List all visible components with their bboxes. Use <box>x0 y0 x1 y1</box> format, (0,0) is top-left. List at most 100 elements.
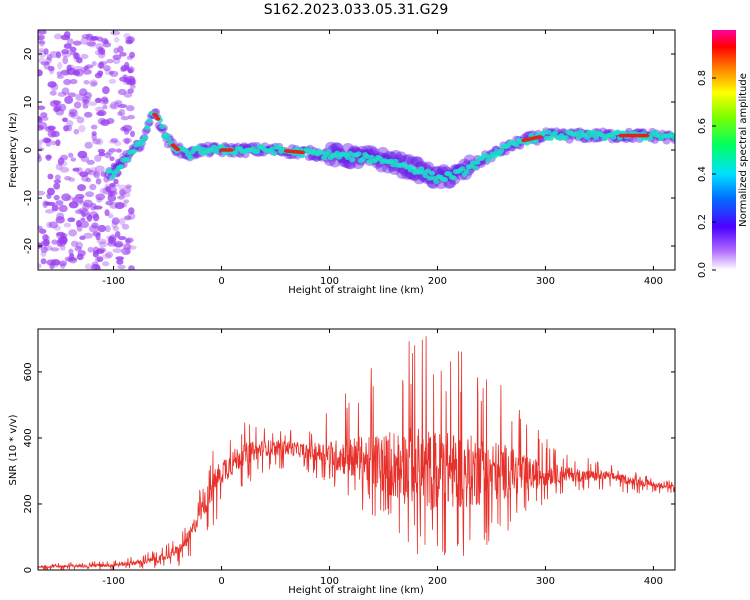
noise-blob <box>47 201 56 206</box>
noise-blob <box>83 80 90 85</box>
snr-x-tick-label: 200 <box>428 576 447 587</box>
noise-blob <box>116 259 124 265</box>
noise-blob <box>124 249 131 255</box>
ridge-core <box>131 148 138 154</box>
noise-blob <box>83 199 93 208</box>
noise-blob <box>60 166 70 173</box>
spectrogram-x-tick-label: 0 <box>218 276 224 287</box>
noise-blob <box>97 62 105 69</box>
noise-blob <box>47 173 54 180</box>
noise-blob <box>95 43 104 50</box>
noise-blob <box>74 68 84 77</box>
noise-blob <box>92 138 102 145</box>
ridge-halo <box>389 150 402 161</box>
noise-blob <box>83 232 93 239</box>
noise-blob <box>105 251 114 258</box>
ridge-core <box>144 124 151 130</box>
noise-blob <box>88 224 99 233</box>
ridge-halo <box>312 154 321 162</box>
noise-blob <box>65 195 74 201</box>
noise-blob <box>94 256 101 263</box>
noise-blob <box>43 48 49 55</box>
noise-blob <box>100 119 110 126</box>
noise-blob <box>40 246 48 254</box>
noise-blob <box>80 66 87 73</box>
noise-blob <box>68 256 78 264</box>
noise-blob <box>99 241 107 248</box>
ridge-core <box>299 153 306 159</box>
noise-blob <box>95 178 102 185</box>
noise-blob <box>82 202 90 211</box>
noise-blob <box>82 96 92 103</box>
noise-blob <box>104 152 112 159</box>
snr-series-line <box>38 336 675 570</box>
ridge-halo <box>402 154 415 165</box>
noise-blob <box>48 221 59 229</box>
noise-blob <box>108 70 114 75</box>
noise-blob <box>109 101 119 110</box>
colorbar-tick-label: 0.0 <box>697 262 708 278</box>
noise-blob <box>119 217 126 226</box>
noise-blob <box>67 92 77 98</box>
ridge-core <box>429 170 436 176</box>
ridge-core <box>498 148 505 154</box>
noise-blob <box>51 204 59 212</box>
noise-blob <box>112 182 120 188</box>
noise-blob <box>56 232 66 240</box>
noise-blob <box>38 263 42 269</box>
spectrogram-x-tick-label: 100 <box>320 276 339 287</box>
noise-blob <box>114 201 125 210</box>
noise-blob <box>92 231 101 237</box>
noise-blob <box>53 194 60 201</box>
noise-blob <box>38 34 45 41</box>
noise-blob <box>66 38 74 45</box>
noise-blob <box>84 111 93 118</box>
noise-blob <box>107 213 114 219</box>
noise-blob <box>86 159 95 165</box>
noise-blob <box>73 101 82 109</box>
snr-plot-area <box>38 336 675 570</box>
ridge-core <box>163 132 170 138</box>
noise-blob <box>38 121 48 130</box>
noise-blob <box>103 64 111 72</box>
noise-blob <box>112 248 123 253</box>
noise-blob <box>58 204 68 213</box>
noise-blob <box>127 245 137 250</box>
noise-blob <box>38 30 47 35</box>
noise-blob <box>81 98 87 106</box>
noise-blob <box>46 259 56 266</box>
noise-blob <box>127 114 135 120</box>
noise-blob <box>38 105 46 111</box>
noise-blob <box>87 101 98 106</box>
spectrogram-y-tick-label: -10 <box>23 190 34 206</box>
ridge-core <box>513 142 520 148</box>
noise-blob <box>54 174 61 181</box>
noise-blob <box>91 61 97 67</box>
noise-blob <box>66 124 73 132</box>
ridge-halo <box>411 156 424 168</box>
snr-x-tick: 200 <box>428 329 447 587</box>
ridge-core <box>584 134 591 140</box>
ridge-core <box>355 151 362 157</box>
spectrogram-x-tick: 300 <box>536 30 555 287</box>
ridge-core <box>426 175 433 181</box>
noise-blob <box>49 100 60 108</box>
noise-blob <box>46 193 52 199</box>
noise-blob <box>119 76 128 82</box>
snr-x-tick-label: 0 <box>218 576 224 587</box>
spectrogram-x-tick-label: -100 <box>102 276 125 287</box>
colorbar-tick-label: 0.4 <box>697 166 708 182</box>
ridge-halo <box>375 161 388 173</box>
noise-blob <box>109 156 115 161</box>
noise-blob <box>104 209 110 217</box>
noise-blob <box>125 186 132 193</box>
ridge-core <box>146 118 153 124</box>
noise-blob <box>106 58 114 64</box>
noise-blob <box>106 241 117 247</box>
noise-blob <box>80 37 89 45</box>
noise-blob <box>50 82 59 91</box>
noise-blob <box>119 52 127 57</box>
noise-blob <box>118 108 126 117</box>
noise-blob <box>98 61 104 69</box>
